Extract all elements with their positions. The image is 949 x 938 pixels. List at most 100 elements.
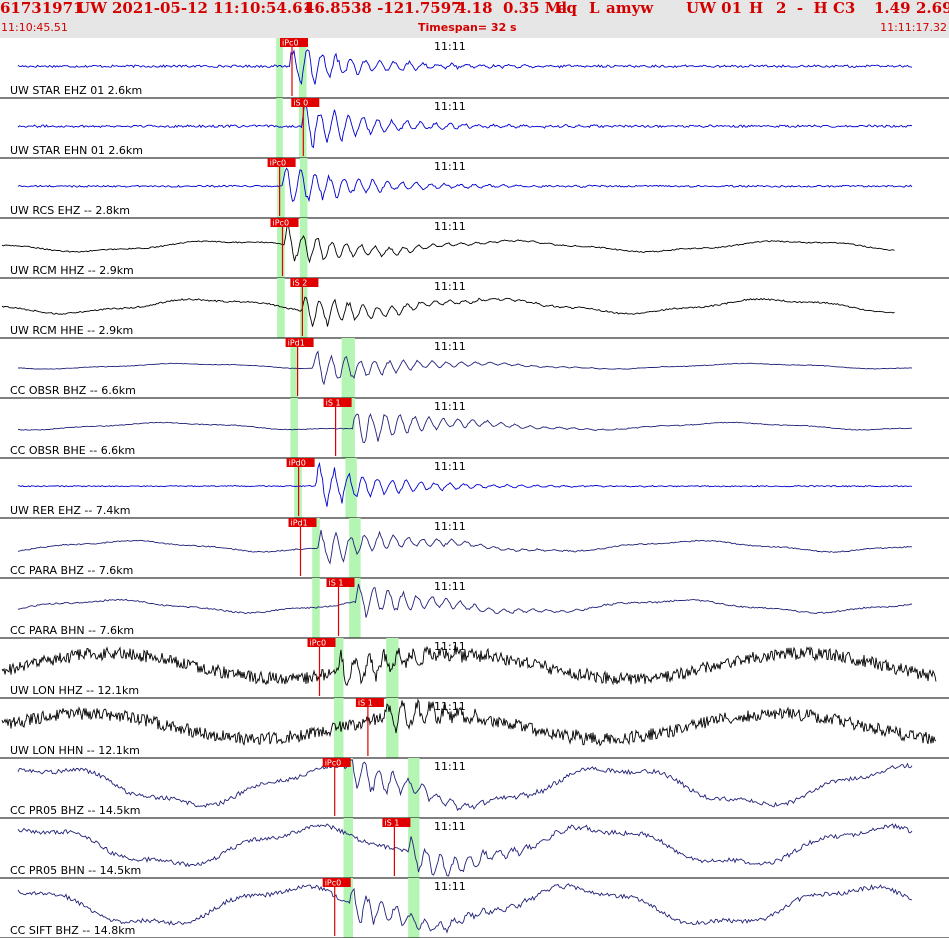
- trace-row: iS 0 11:11 UW STAR EHN 01 2.6km: [0, 98, 949, 159]
- pick-window: [341, 338, 355, 398]
- waveform: [1, 698, 937, 747]
- channel-label: CC OBSR BHZ -- 6.6km: [10, 384, 136, 397]
- event-summary-line: 61731971 UW 2021-05-12 11:10:54.61 46.85…: [0, 0, 949, 17]
- trace-row: iPc0 11:11 CC SIFT BHZ -- 14.8km: [0, 878, 949, 938]
- pick-window: [298, 38, 307, 98]
- minute-label: 11:11: [434, 580, 466, 593]
- pick-label: iS 1: [384, 819, 399, 828]
- pick-label: iPc0: [325, 879, 342, 888]
- trace-row: iPc0 11:11 UW RCM HHZ -- 2.9km: [0, 218, 949, 279]
- trace-row: iPc0 11:11 UW LON HHZ -- 12.1km: [0, 638, 949, 699]
- event-quality: H: [749, 0, 764, 17]
- pick-window: [276, 98, 283, 158]
- pick-flag: [322, 758, 351, 767]
- waveform: [17, 461, 913, 507]
- pick-window: [299, 218, 308, 278]
- minute-label: 11:11: [434, 760, 466, 773]
- pick-label: iPc0: [325, 759, 342, 768]
- channel-label: UW RCM HHE -- 2.9km: [10, 324, 133, 337]
- minute-label: 11:11: [434, 640, 466, 653]
- event-datetime: 2021-05-12 11:10:54.61: [112, 0, 313, 17]
- minute-label: 11:11: [434, 340, 466, 353]
- pick-label: iS 1: [329, 579, 344, 588]
- minute-label: 11:11: [434, 400, 466, 413]
- pick-label: iS 1: [358, 699, 373, 708]
- channel-label: UW RCM HHZ -- 2.9km: [10, 264, 134, 277]
- pick-label: iPc0: [273, 219, 290, 228]
- pick-flag: [286, 458, 315, 467]
- pick-label: iPc0: [282, 39, 299, 48]
- trace-row: iS 1 11:11 CC PR05 BHN -- 14.5km: [0, 818, 949, 879]
- pick-flag: [382, 818, 411, 827]
- minute-label: 11:11: [434, 880, 466, 893]
- pick-window: [343, 758, 353, 818]
- pick-flag: [270, 218, 299, 227]
- trace-row: iS 1 11:11 UW LON HHN -- 12.1km: [0, 698, 949, 759]
- event-type: eq: [557, 0, 578, 17]
- pick-label: iPd1: [288, 339, 305, 348]
- pick-label: iPd0: [289, 459, 306, 468]
- pick-flag: [307, 638, 336, 647]
- channel-label: CC SIFT BHZ -- 14.8km: [10, 924, 135, 937]
- channel-label: CC PR05 BHN -- 14.5km: [10, 864, 141, 877]
- trace-row: iPd1 11:11 CC PARA BHZ -- 7.6km: [0, 518, 949, 579]
- waveform: [17, 759, 913, 812]
- event-source: UW 01: [686, 0, 743, 17]
- pick-label: iS 0: [293, 99, 308, 108]
- trace-row: iPc0 11:11 CC PR05 BHZ -- 14.5km: [0, 758, 949, 819]
- waveform: [17, 49, 913, 85]
- event-rms: 1.49: [874, 0, 911, 17]
- trace-row: iPc0 11:11 UW RCS EHZ -- 2.8km: [0, 158, 949, 219]
- event-extra: 2 - H C3: [776, 0, 856, 17]
- seismogram-panel[interactable]: iPc0 11:11 UW STAR EHZ 01 2.6km iS 0 11:11 UW…: [0, 38, 949, 938]
- pick-flag: [322, 878, 351, 887]
- pick-window: [341, 398, 355, 458]
- waveform: [18, 350, 913, 386]
- pick-window: [277, 158, 285, 218]
- trace-row: iPd0 11:11 UW RER EHZ -- 7.4km: [0, 458, 949, 519]
- pick-label: iS 1: [326, 399, 341, 408]
- waveform: [17, 583, 913, 618]
- pick-flag: [291, 98, 320, 107]
- pick-flag: [285, 338, 314, 347]
- channel-label: CC PR05 BHZ -- 14.5km: [10, 804, 141, 817]
- pick-window: [290, 398, 298, 458]
- event-id: 61731971: [0, 0, 84, 17]
- channel-label: UW STAR EHN 01 2.6km: [10, 144, 143, 157]
- pick-window: [334, 698, 344, 758]
- pick-label: iPd1: [291, 519, 308, 528]
- waveform: [17, 823, 913, 877]
- pick-window: [349, 578, 361, 638]
- minute-label: 11:11: [434, 100, 466, 113]
- minute-label: 11:11: [434, 40, 466, 53]
- minute-label: 11:11: [434, 160, 466, 173]
- seismogram-traces[interactable]: iPc0 11:11 UW STAR EHZ 01 2.6km iS 0 11:11 UW…: [0, 38, 949, 938]
- pick-window: [345, 458, 357, 518]
- event-local: L: [589, 0, 600, 17]
- pick-flag: [323, 398, 352, 407]
- pick-flag: [288, 518, 317, 527]
- trace-row: iS 2 11:11 UW RCM HHE -- 2.9km: [0, 278, 949, 339]
- minute-label: 11:11: [434, 820, 466, 833]
- pick-label: iPc0: [310, 639, 327, 648]
- pick-window: [386, 698, 399, 758]
- event-author: amyw: [606, 0, 654, 17]
- channel-label: CC PARA BHZ -- 7.6km: [10, 564, 133, 577]
- waveform: [17, 883, 913, 934]
- waveform: [17, 412, 913, 444]
- pick-window: [277, 218, 285, 278]
- pick-window: [312, 518, 320, 578]
- minute-label: 11:11: [434, 280, 466, 293]
- trace-row: iS 1 11:11 CC OBSR BHE -- 6.6km: [0, 398, 949, 459]
- end-time: 11:11:17.32: [880, 21, 947, 34]
- pick-window: [299, 278, 308, 338]
- waveform: [1, 296, 895, 327]
- waveform: [1, 224, 895, 264]
- waveform: [17, 167, 913, 203]
- event-err: 2.69: [916, 0, 949, 17]
- minute-label: 11:11: [434, 520, 466, 533]
- waveform: [17, 529, 913, 565]
- event-depth-mag: 4.18 0.35 Ml: [456, 0, 568, 17]
- start-time: 11:10:45.51: [1, 21, 68, 34]
- waveform: [1, 645, 937, 686]
